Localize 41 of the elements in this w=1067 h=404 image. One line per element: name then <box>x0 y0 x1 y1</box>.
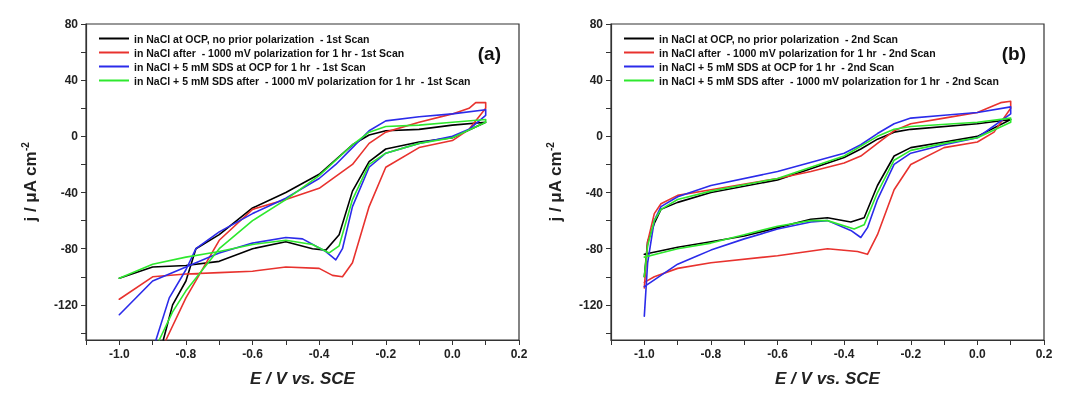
y-tick-label: -120 <box>578 297 604 312</box>
y-tick-label: 40 <box>64 73 79 88</box>
y-tick-label: -40 <box>60 185 79 200</box>
legend-label: in NaCl at OCP, no prior polarization - 2nd Scan <box>659 32 899 45</box>
x-axis-title: E / V vs. SCE <box>250 369 356 388</box>
y-tick-label: 40 <box>589 73 604 88</box>
legend-label: in NaCl + 5 mM SDS after - 1000 mV polarization for 1 hr - 1st Scan <box>134 74 471 87</box>
x-tick-label: 0.0 <box>444 347 462 361</box>
y-tick-label: 80 <box>589 17 604 31</box>
legend-label: in NaCl after - 1000 mV polarization for 1 hr - 2nd Scan <box>659 46 936 59</box>
x-tick-label: -0.4 <box>833 347 855 361</box>
legend-label: in NaCl + 5 mM SDS at OCP for 1 hr - 1st Scan <box>134 60 366 73</box>
y-tick-label: -80 <box>585 241 604 256</box>
y-tick-label: -120 <box>53 297 79 312</box>
x-tick-label: -1.0 <box>108 347 130 361</box>
y-tick-label: 0 <box>596 129 604 144</box>
annotation: (a) <box>477 43 502 64</box>
x-tick-label: -0.6 <box>242 347 264 361</box>
x-axis-title: E / V vs. SCE <box>775 369 881 388</box>
legend-label: in NaCl + 5 mM SDS at OCP for 1 hr - 2nd Scan <box>659 60 895 73</box>
x-tick-label: -1.0 <box>633 347 655 361</box>
y-axis-title: j / μA cm-2 <box>19 141 40 223</box>
x-tick-label: -0.6 <box>767 347 789 361</box>
x-tick-label: 0.2 <box>510 347 528 361</box>
y-tick-label: -40 <box>585 185 604 200</box>
legend-label: in NaCl at OCP, no prior polarization - 1st Scan <box>134 32 370 45</box>
legend-label: in NaCl after - 1000 mV polarization for 1 hr - 1st Scan <box>134 46 405 59</box>
x-tick-label: -0.4 <box>308 347 330 361</box>
x-tick-label: -0.2 <box>375 347 397 361</box>
x-tick-label: -0.8 <box>175 347 197 361</box>
x-tick-label: -0.8 <box>700 347 722 361</box>
x-tick-label: 0.0 <box>969 347 987 361</box>
y-tick-label: -80 <box>60 241 79 256</box>
x-tick-label: 0.2 <box>1035 347 1053 361</box>
line-series <box>643 106 1012 317</box>
legend-label: in NaCl + 5 mM SDS after - 1000 mV polarization for 1 hr - 2nd Scan <box>659 74 999 87</box>
y-tick-label: 80 <box>64 17 79 31</box>
y-tick-label: 0 <box>71 129 79 144</box>
annotation: (b) <box>1001 43 1027 64</box>
y-axis-title: j / μA cm-2 <box>544 141 565 223</box>
x-tick-label: -0.2 <box>900 347 922 361</box>
